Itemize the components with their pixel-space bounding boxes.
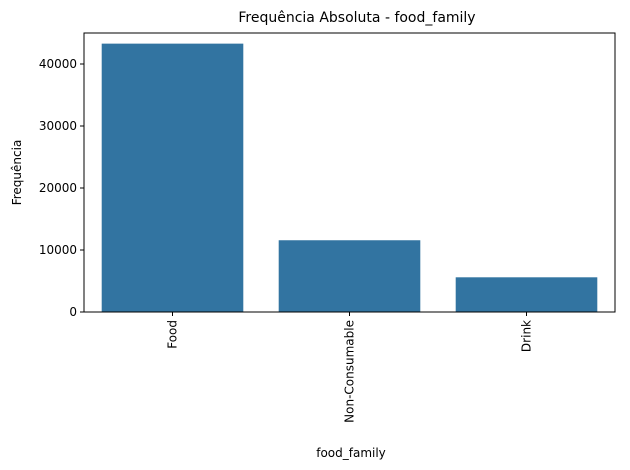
- y-tick-label: 40000: [39, 57, 77, 71]
- y-tick-label: 10000: [39, 243, 77, 257]
- y-axis: 0 10000 20000 30000 40000: [39, 57, 84, 319]
- plot-frame: [83, 32, 616, 313]
- x-tick-label: Drink: [520, 320, 534, 352]
- bars-layer: [101, 43, 598, 313]
- x-axis-label: food_family: [316, 446, 386, 460]
- chart-title: Frequência Absoluta - food_family: [238, 10, 475, 26]
- y-tick-label: 0: [69, 305, 77, 319]
- x-axis: Food Non-Consumable Drink: [166, 312, 534, 423]
- y-tick-label: 20000: [39, 181, 77, 195]
- y-tick-label: 30000: [39, 119, 77, 133]
- bar-food: [101, 43, 244, 313]
- y-axis-label: Frequência: [10, 140, 24, 206]
- bar-non-consumable: [278, 240, 421, 312]
- x-tick-label: Food: [166, 320, 180, 349]
- bar-drink: [455, 277, 598, 312]
- x-tick-label: Non-Consumable: [343, 320, 357, 423]
